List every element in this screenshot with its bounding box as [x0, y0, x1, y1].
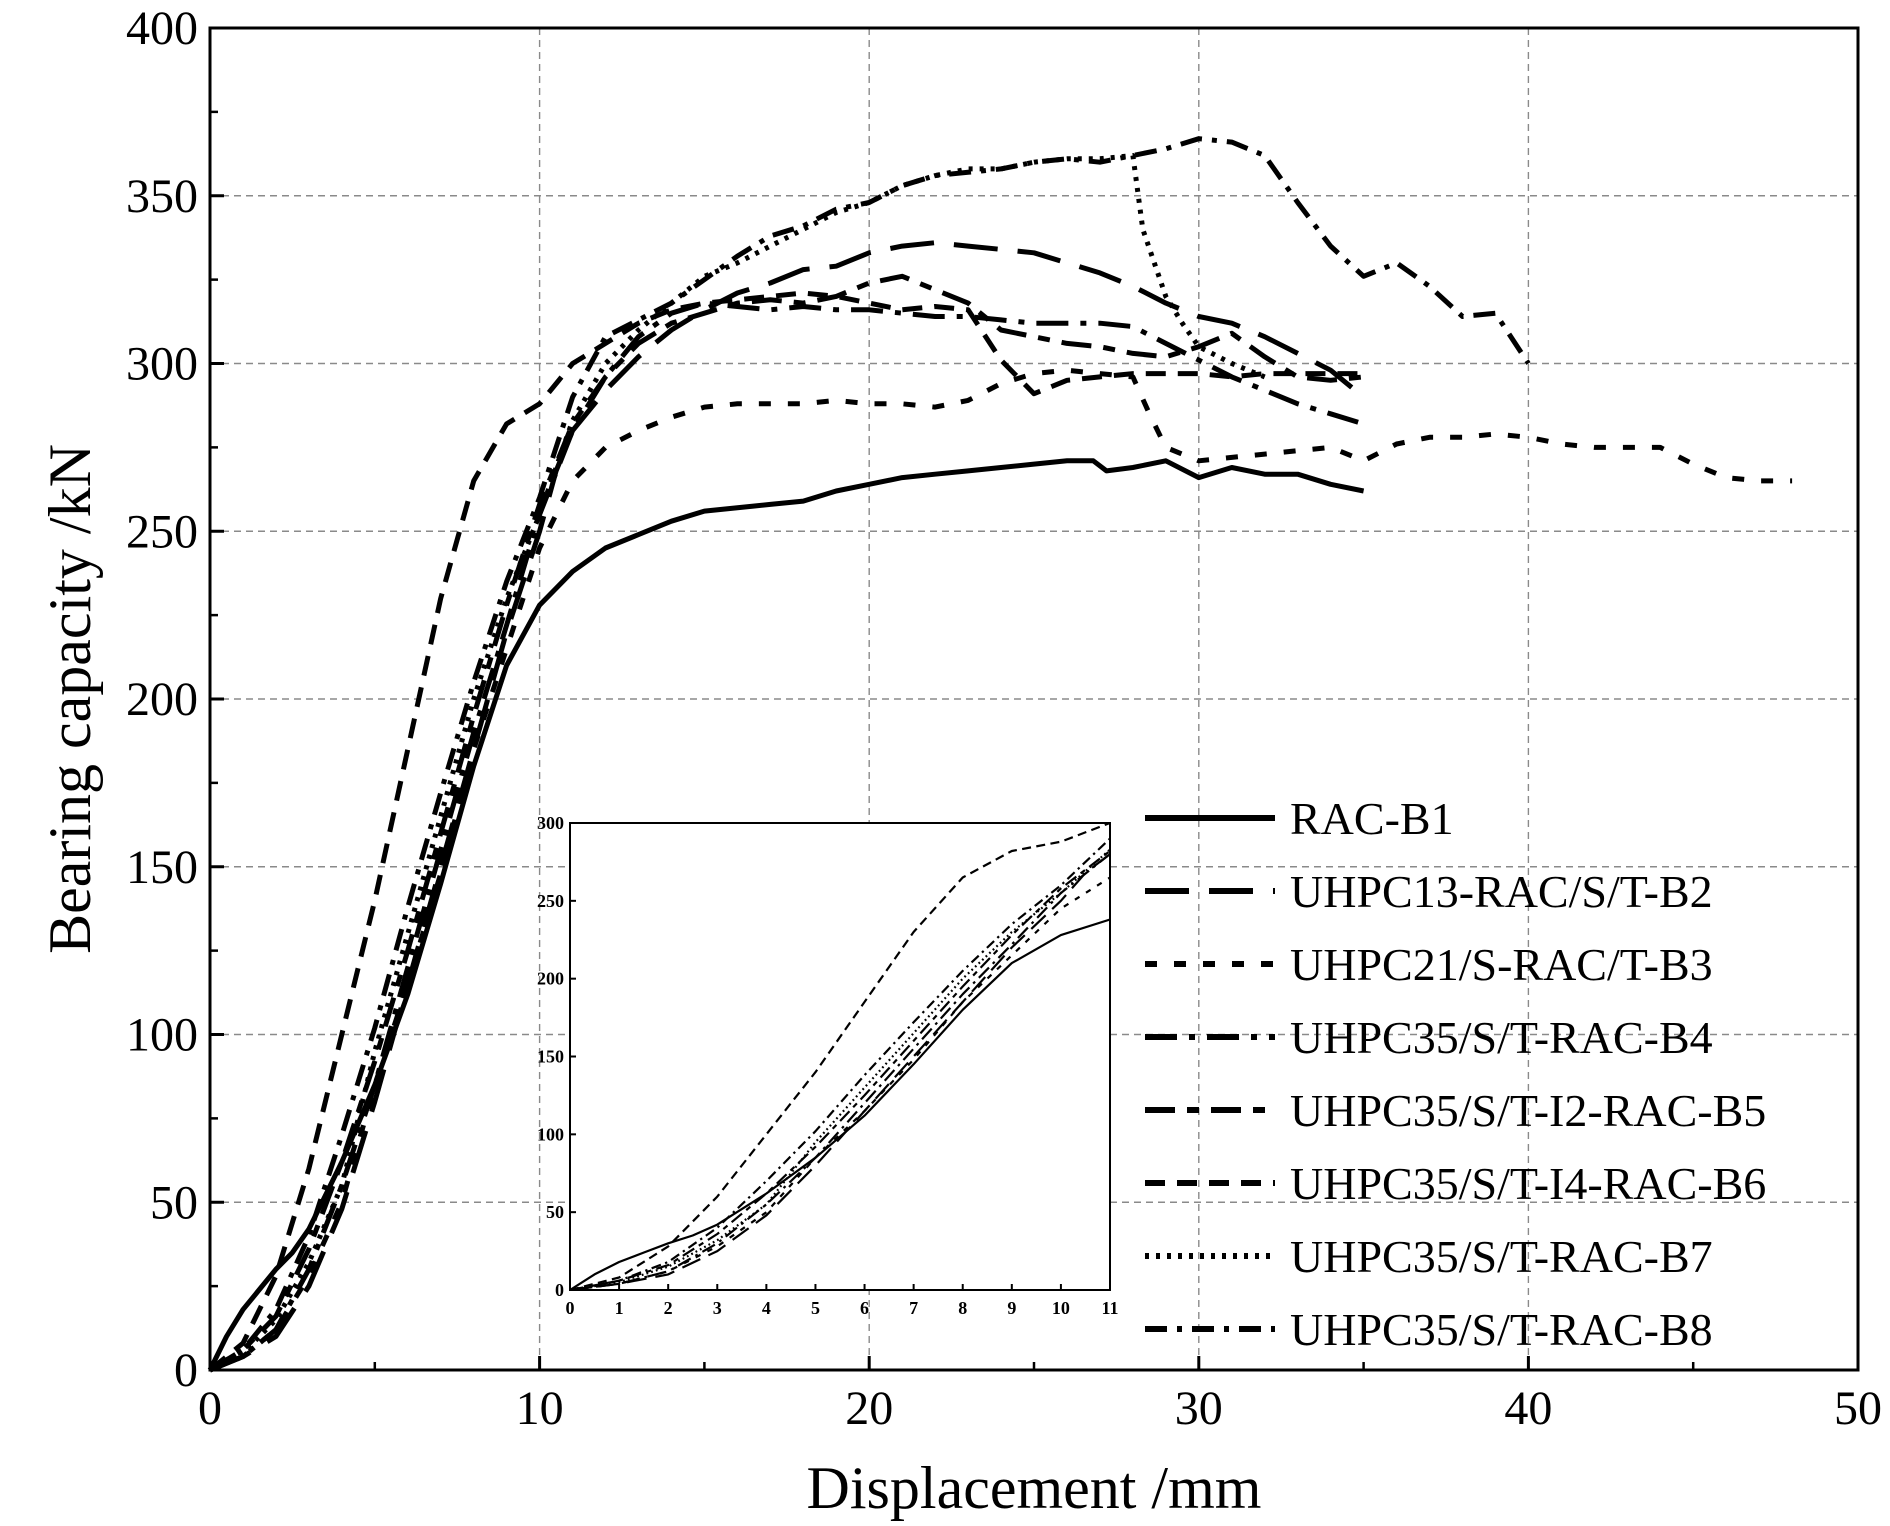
- y-tick-label: 200: [126, 673, 198, 726]
- series-line-2: [209, 240, 1366, 1373]
- inset-x-tick-label: 10: [1052, 1298, 1070, 1318]
- inset-y-tick-label: 250: [537, 891, 564, 911]
- legend-label-3: UHPC21/S-RAC/T-B3: [1290, 939, 1713, 990]
- inset-y-tick-label: 50: [546, 1202, 564, 1222]
- inset-y-tick-label: 300: [537, 813, 564, 833]
- y-tick-label: 50: [150, 1176, 198, 1229]
- y-tick-label: 350: [126, 170, 198, 223]
- series-line-8: [208, 136, 1531, 1373]
- inset-x-tick-label: 7: [909, 1298, 918, 1318]
- legend: RAC-B1 UHPC13-RAC/S/T-B2 UHPC21/S-RAC/T-B3…: [1145, 793, 1766, 1355]
- y-axis-title: Bearing capacity /kN: [37, 444, 103, 954]
- legend-label-8: UHPC35/S/T-RAC-B8: [1290, 1304, 1713, 1355]
- series-line-5: [208, 273, 1364, 1373]
- y-tick-label: 150: [126, 841, 198, 894]
- inset-x-tick-label: 8: [958, 1298, 967, 1318]
- y-tick-label: 100: [126, 1009, 198, 1062]
- x-tick-label: 10: [516, 1382, 564, 1435]
- inset-series: [570, 823, 1110, 1290]
- inset-x-tick-label: 6: [860, 1298, 869, 1318]
- legend-label-6: UHPC35/S/T-I4-RAC-B6: [1290, 1158, 1766, 1209]
- y-tick-label: 300: [126, 338, 198, 391]
- inset-y-tick-label: 0: [555, 1280, 564, 1300]
- inset-series-line-3: [570, 876, 1110, 1290]
- inset-series-line-1: [570, 918, 1110, 1290]
- series-line-4: [209, 300, 1365, 1373]
- x-tick-label: 50: [1834, 1382, 1882, 1435]
- legend-label-4: UHPC35/S/T-RAC-B4: [1290, 1012, 1713, 1063]
- y-tick-label: 250: [126, 505, 198, 558]
- main-series: [207, 136, 1793, 1373]
- x-tick-label: 0: [198, 1382, 222, 1435]
- x-axis-title: Displacement /mm: [807, 1455, 1262, 1521]
- inset-y-tick-label: 200: [537, 969, 564, 989]
- x-tick-label: 20: [845, 1382, 893, 1435]
- main-ticks: [208, 26, 1860, 1372]
- inset-x-tick-label: 0: [566, 1298, 575, 1318]
- inset-x-tick-label: 4: [762, 1298, 771, 1318]
- y-tick-label: 0: [174, 1344, 198, 1397]
- inset-x-tick-label: 1: [615, 1298, 624, 1318]
- inset-x-tick-label: 2: [664, 1298, 673, 1318]
- y-tick-label: 400: [126, 2, 198, 55]
- series-line-3: [209, 367, 1793, 1373]
- series-line-7: [208, 153, 1266, 1373]
- inset-series-line-4: [570, 852, 1110, 1290]
- inset-y-tick-label: 100: [537, 1124, 564, 1144]
- x-tick-label: 30: [1175, 1382, 1223, 1435]
- inset-series-line-6: [570, 823, 1110, 1290]
- inset-x-tick-label: 3: [713, 1298, 722, 1318]
- legend-label-5: UHPC35/S/T-I2-RAC-B5: [1290, 1085, 1766, 1136]
- main-grid: [210, 28, 1858, 1370]
- inset-y-tick-label: 150: [537, 1047, 564, 1067]
- inset-x-tick-label: 5: [811, 1298, 820, 1318]
- inset-x-tick-label: 11: [1101, 1298, 1118, 1318]
- legend-label-7: UHPC35/S/T-RAC-B7: [1290, 1231, 1713, 1282]
- series-line-6: [208, 290, 1364, 1372]
- inset-series-line-5: [570, 849, 1110, 1290]
- legend-label-2: UHPC13-RAC/S/T-B2: [1290, 866, 1713, 917]
- legend-label-1: RAC-B1: [1290, 793, 1454, 844]
- x-tick-label: 40: [1504, 1382, 1552, 1435]
- inset-background: [570, 823, 1110, 1290]
- inset-x-tick-label: 9: [1007, 1298, 1016, 1318]
- inset-chart: 0 1 2 3 4 5 6 7 8 9 10 11 0 50 100 150 200 250 300: [537, 813, 1119, 1318]
